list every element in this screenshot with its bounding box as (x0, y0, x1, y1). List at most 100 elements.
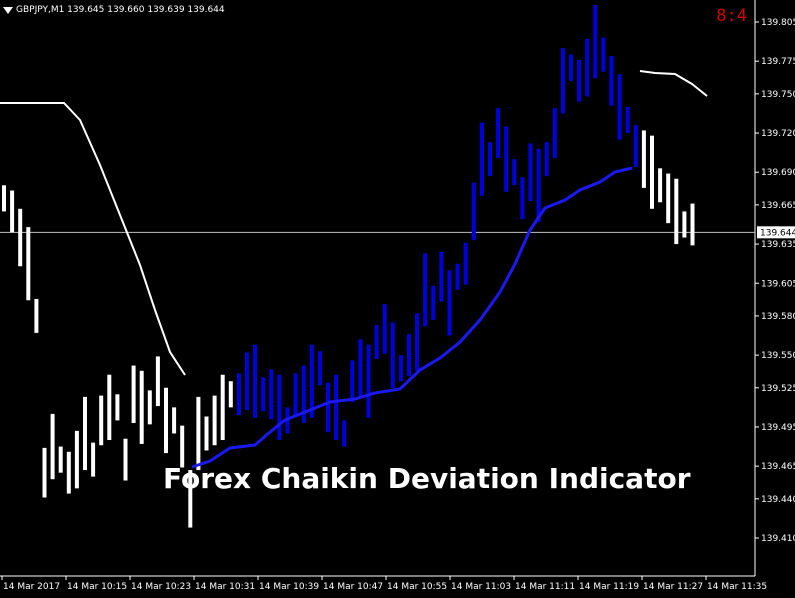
price-bar (317, 351, 322, 386)
y-tick-label: 139.690 (761, 168, 795, 178)
price-bar (196, 396, 201, 471)
price-bar (188, 470, 193, 528)
price-bar (147, 390, 152, 425)
price-bar (180, 425, 185, 468)
y-tick-label: 139.635 (761, 240, 795, 250)
price-bar (66, 451, 71, 494)
x-tick-label: 14 Mar 2017 (3, 582, 60, 592)
price-bar (26, 227, 31, 301)
y-tick-label: 139.805 (761, 18, 795, 28)
y-tick-label: 139.465 (761, 462, 795, 472)
price-bar (390, 322, 395, 388)
price-bar (2, 185, 6, 212)
indicator-line-blue (191, 166, 633, 469)
y-tick-label: 139.440 (761, 495, 795, 505)
price-bar (423, 253, 428, 327)
price-bar (172, 407, 177, 434)
price-bar (131, 365, 136, 424)
price-bar (115, 394, 120, 421)
price-bar (682, 211, 687, 238)
price-bar (544, 142, 549, 177)
price-bar (617, 74, 622, 140)
price-bar (334, 374, 339, 441)
x-tick-label: 14 Mar 11:03 (451, 582, 511, 592)
price-bar (10, 190, 15, 233)
price-bar (212, 395, 217, 446)
price-bar (164, 387, 168, 454)
price-bar (309, 344, 314, 418)
price-bar (577, 59, 582, 102)
price-bar (641, 130, 646, 188)
x-tick-label: 14 Mar 10:31 (195, 582, 255, 592)
price-bar (569, 54, 573, 81)
price-bar (674, 178, 679, 245)
price-bar (277, 374, 282, 441)
x-tick-label: 14 Mar 11:27 (643, 582, 703, 592)
price-bar (488, 142, 492, 177)
price-bar (560, 48, 565, 114)
price-bar (293, 373, 298, 416)
price-bar (58, 446, 63, 473)
price-bar (609, 55, 614, 106)
price-bar (42, 447, 47, 498)
price-bar (358, 339, 363, 397)
overlay-title: Forex Chaikin Deviation Indicator (163, 462, 691, 495)
price-bar (439, 251, 444, 302)
y-tick-label: 139.750 (761, 90, 795, 100)
price-bar (690, 203, 695, 246)
price-bar (536, 148, 541, 222)
y-tick-label: 139.605 (761, 279, 795, 289)
price-bar (658, 168, 663, 203)
price-bar (220, 374, 225, 441)
price-bar (496, 108, 501, 158)
price-bar (253, 344, 258, 418)
price-bar (504, 126, 509, 192)
x-tick-label: 14 Mar 10:39 (259, 582, 319, 592)
price-bar (34, 298, 39, 333)
price-bar (342, 420, 347, 447)
y-tick-label: 139.665 (761, 201, 795, 211)
price-bar (398, 355, 403, 382)
price-bar (633, 125, 638, 168)
price-bar (431, 285, 436, 320)
x-tick-label: 14 Mar 11:11 (515, 582, 575, 592)
x-tick-label: 14 Mar 10:55 (387, 582, 447, 592)
price-bar (625, 106, 630, 134)
price-bar (301, 365, 306, 424)
price-bar (463, 242, 468, 285)
bar-timer: 8:4 (716, 6, 747, 26)
y-tick-label: 139.775 (761, 57, 795, 67)
x-tick-label: 14 Mar 11:19 (579, 582, 639, 592)
price-bar (455, 263, 460, 290)
price-bar (382, 304, 387, 354)
price-bar (415, 313, 420, 371)
price-bar (261, 377, 266, 412)
indicator-line-white-2 (639, 70, 708, 97)
price-bar (99, 395, 104, 446)
symbol-dropdown-icon[interactable] (3, 7, 13, 14)
y-tick-label: 139.410 (761, 534, 795, 544)
price-bar (228, 381, 233, 408)
price-bar (471, 182, 476, 241)
price-bar (585, 38, 590, 97)
current-price-label: 139.644 (760, 228, 795, 238)
price-bar (236, 373, 241, 416)
price-bar (593, 5, 598, 79)
indicator-line-white (0, 102, 186, 376)
price-bar (528, 143, 533, 201)
x-tick-label: 14 Mar 10:23 (131, 582, 191, 592)
price-bar (512, 159, 517, 186)
price-bar (650, 135, 654, 209)
price-bar (407, 334, 411, 377)
price-bar (447, 270, 452, 336)
x-tick-label: 14 Mar 10:47 (323, 582, 383, 592)
price-bar (350, 360, 355, 403)
price-bar (18, 208, 23, 267)
price-bar (269, 369, 274, 420)
price-bar (479, 122, 484, 196)
y-tick-label: 139.580 (761, 312, 795, 322)
price-bar (74, 430, 79, 489)
x-tick-label: 14 Mar 10:15 (67, 582, 127, 592)
